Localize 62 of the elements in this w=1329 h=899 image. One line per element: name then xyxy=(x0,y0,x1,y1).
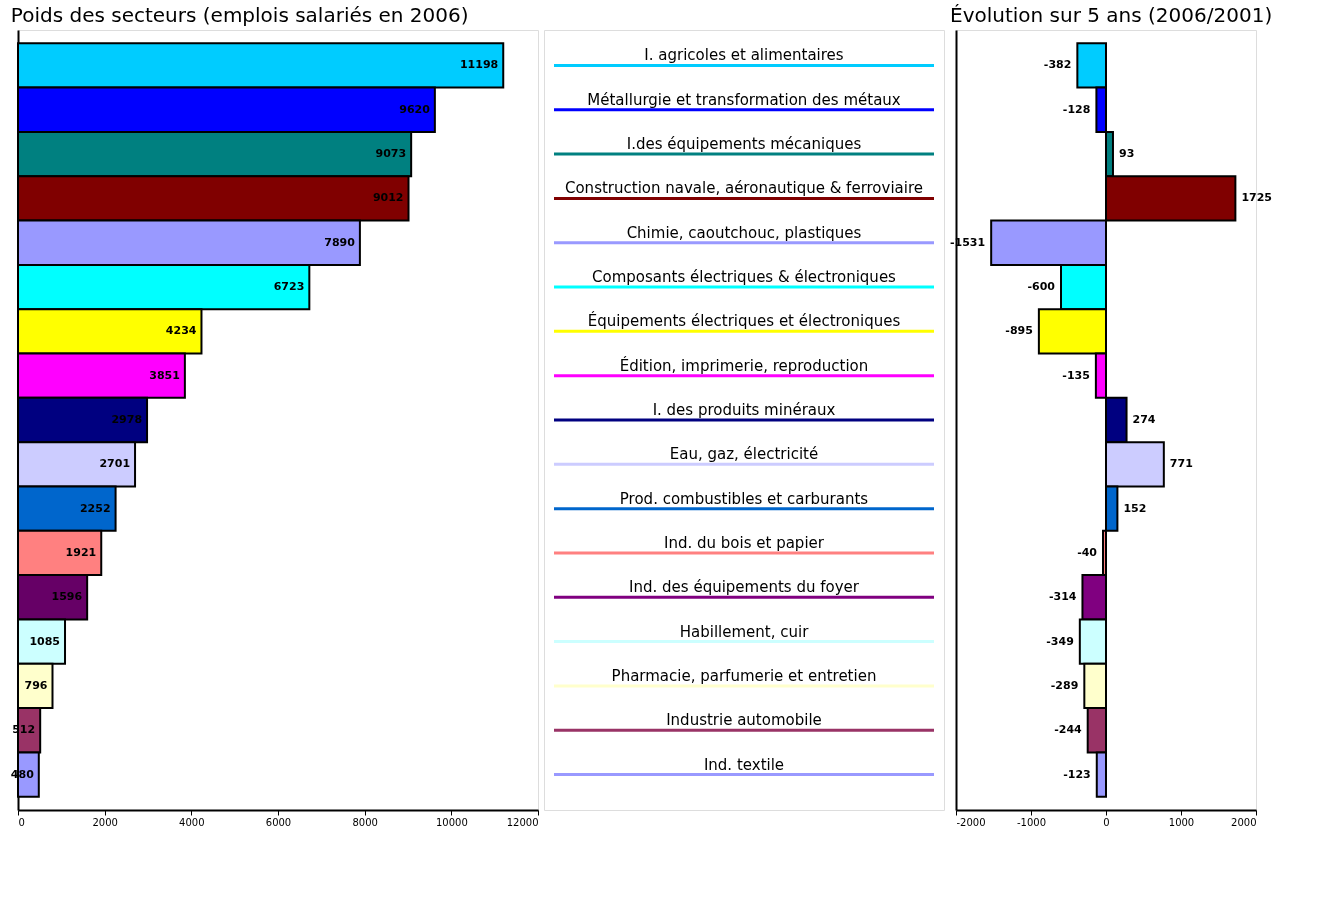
data-label: 771 xyxy=(1169,457,1193,471)
category-label: Construction navale, aéronautique & ferroviaire xyxy=(564,179,924,198)
data-label: -349 xyxy=(1046,634,1074,648)
category-label: Équipements électriques et électroniques xyxy=(587,312,901,331)
data-label: 93 xyxy=(1118,147,1135,161)
category-label: Ind. du bois et papier xyxy=(664,533,824,552)
data-label: 1725 xyxy=(1241,191,1272,205)
chart-title: Évolution sur 5 ans (2006/2001) xyxy=(949,3,1273,27)
data-label: -895 xyxy=(1005,324,1033,338)
x-tick-label: 2000 xyxy=(1231,816,1257,828)
data-label: -40 xyxy=(1077,545,1098,559)
chart-title: Poids des secteurs (emplois salariés en 2006) xyxy=(10,3,469,27)
category-label: Métallurgie et transformation des métaux xyxy=(587,90,901,109)
data-label: 2252 xyxy=(79,501,111,515)
category-label: I. agricoles et alimentaires xyxy=(644,46,844,65)
data-label: -600 xyxy=(1027,280,1056,294)
x-tick-label: -2000 xyxy=(956,816,986,828)
data-label: 274 xyxy=(1132,413,1156,426)
data-label: 9620 xyxy=(399,102,431,116)
category-label: Composants électriques & électroniques xyxy=(592,268,896,287)
data-label: 152 xyxy=(1123,501,1147,515)
x-tick-label: 0 xyxy=(1103,816,1110,828)
data-label: 796 xyxy=(24,678,48,692)
category-label: I. des produits minéraux xyxy=(652,401,836,419)
x-tick-label: 6000 xyxy=(265,816,292,828)
category-label: Eau, gaz, électricité xyxy=(669,445,819,464)
category-label: Chimie, caoutchouc, plastiques xyxy=(626,223,862,242)
x-tick-label: 8000 xyxy=(352,816,378,828)
x-tick-label: 12000 xyxy=(506,816,539,828)
data-label: 1596 xyxy=(51,590,83,604)
x-tick-label: 4000 xyxy=(179,816,205,828)
x-tick-label: 0 xyxy=(18,816,25,828)
data-label: 7890 xyxy=(324,235,356,249)
data-label: 9073 xyxy=(375,147,407,161)
data-label: 1085 xyxy=(29,634,61,648)
data-label: 1921 xyxy=(65,545,97,559)
data-label: -128 xyxy=(1062,102,1091,116)
data-label: -244 xyxy=(1054,723,1083,737)
category-label: Industrie automobile xyxy=(666,711,822,730)
category-label: Ind. des équipements du foyer xyxy=(629,578,859,597)
data-label: -289 xyxy=(1050,678,1079,692)
data-label: 9012 xyxy=(372,191,404,205)
data-label: -135 xyxy=(1062,368,1090,382)
x-tick-label: 1000 xyxy=(1168,816,1195,828)
category-label: Pharmacie, parfumerie et entretien xyxy=(611,666,877,685)
x-tick-label: 10000 xyxy=(435,816,468,828)
data-label: -314 xyxy=(1048,590,1077,604)
x-tick-label: 2000 xyxy=(92,816,118,828)
category-label: I.des équipements mécaniques xyxy=(626,135,862,154)
category-label: Prod. combustibles et carburants xyxy=(619,489,869,508)
data-label: 6723 xyxy=(273,280,305,294)
category-label: Ind. textile xyxy=(703,755,785,774)
category-label: Édition, imprimerie, reproduction xyxy=(619,356,869,375)
data-label: 3851 xyxy=(149,368,180,382)
data-label: 11198 xyxy=(459,58,499,72)
data-label: -123 xyxy=(1063,767,1091,781)
category-label: Habillement, cuir xyxy=(679,622,809,641)
data-label: -382 xyxy=(1043,58,1072,72)
x-tick-label: -1000 xyxy=(1016,816,1047,828)
data-label: 2701 xyxy=(99,457,131,471)
data-label: 2978 xyxy=(111,413,143,426)
data-label: 4234 xyxy=(165,324,197,338)
